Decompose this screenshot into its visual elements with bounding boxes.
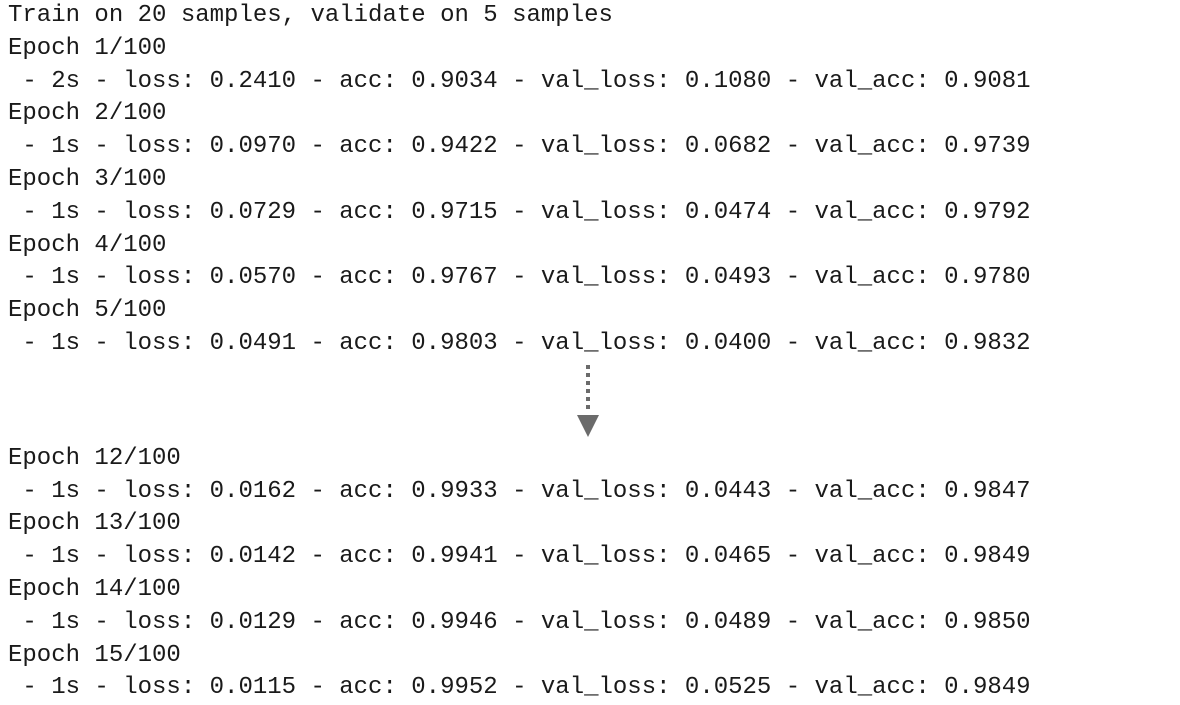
epoch-label: Epoch 15/100: [8, 641, 181, 669]
epoch-metrics: - 1s - loss: 0.0142 - acc: 0.9941 - val_…: [8, 543, 1031, 571]
epoch-label: Epoch 12/100: [8, 444, 181, 472]
epoch-label: Epoch 13/100: [8, 510, 181, 538]
dotted-down-arrow-icon: [577, 364, 599, 437]
log-header: Train on 20 samples, validate on 5 sampl…: [8, 2, 613, 29]
epoch-label: Epoch 2/100: [8, 100, 167, 128]
epoch-label: Epoch 1/100: [8, 34, 167, 62]
epoch-label: Epoch 3/100: [8, 165, 167, 193]
epoch-metrics: - 2s - loss: 0.2410 - acc: 0.9034 - val_…: [8, 67, 1031, 95]
epoch-label: Epoch 14/100: [8, 575, 181, 603]
epoch-metrics: - 1s - loss: 0.0970 - acc: 0.9422 - val_…: [8, 133, 1031, 161]
epoch-metrics: - 1s - loss: 0.0570 - acc: 0.9767 - val_…: [8, 264, 1031, 292]
epoch-metrics: - 1s - loss: 0.0162 - acc: 0.9933 - val_…: [8, 477, 1031, 505]
epoch-metrics: - 1s - loss: 0.0129 - acc: 0.9946 - val_…: [8, 608, 1031, 636]
epoch-metrics: - 1s - loss: 0.0491 - acc: 0.9803 - val_…: [8, 329, 1031, 357]
epoch-metrics: - 1s - loss: 0.0115 - acc: 0.9952 - val_…: [8, 674, 1031, 702]
epoch-label: Epoch 5/100: [8, 297, 167, 325]
epoch-metrics: - 1s - loss: 0.0729 - acc: 0.9715 - val_…: [8, 198, 1031, 226]
training-log: Train on 20 samples, validate on 5 sampl…: [8, 0, 1178, 705]
epoch-label: Epoch 4/100: [8, 231, 167, 259]
skipped-epochs-gap: [8, 361, 1178, 443]
